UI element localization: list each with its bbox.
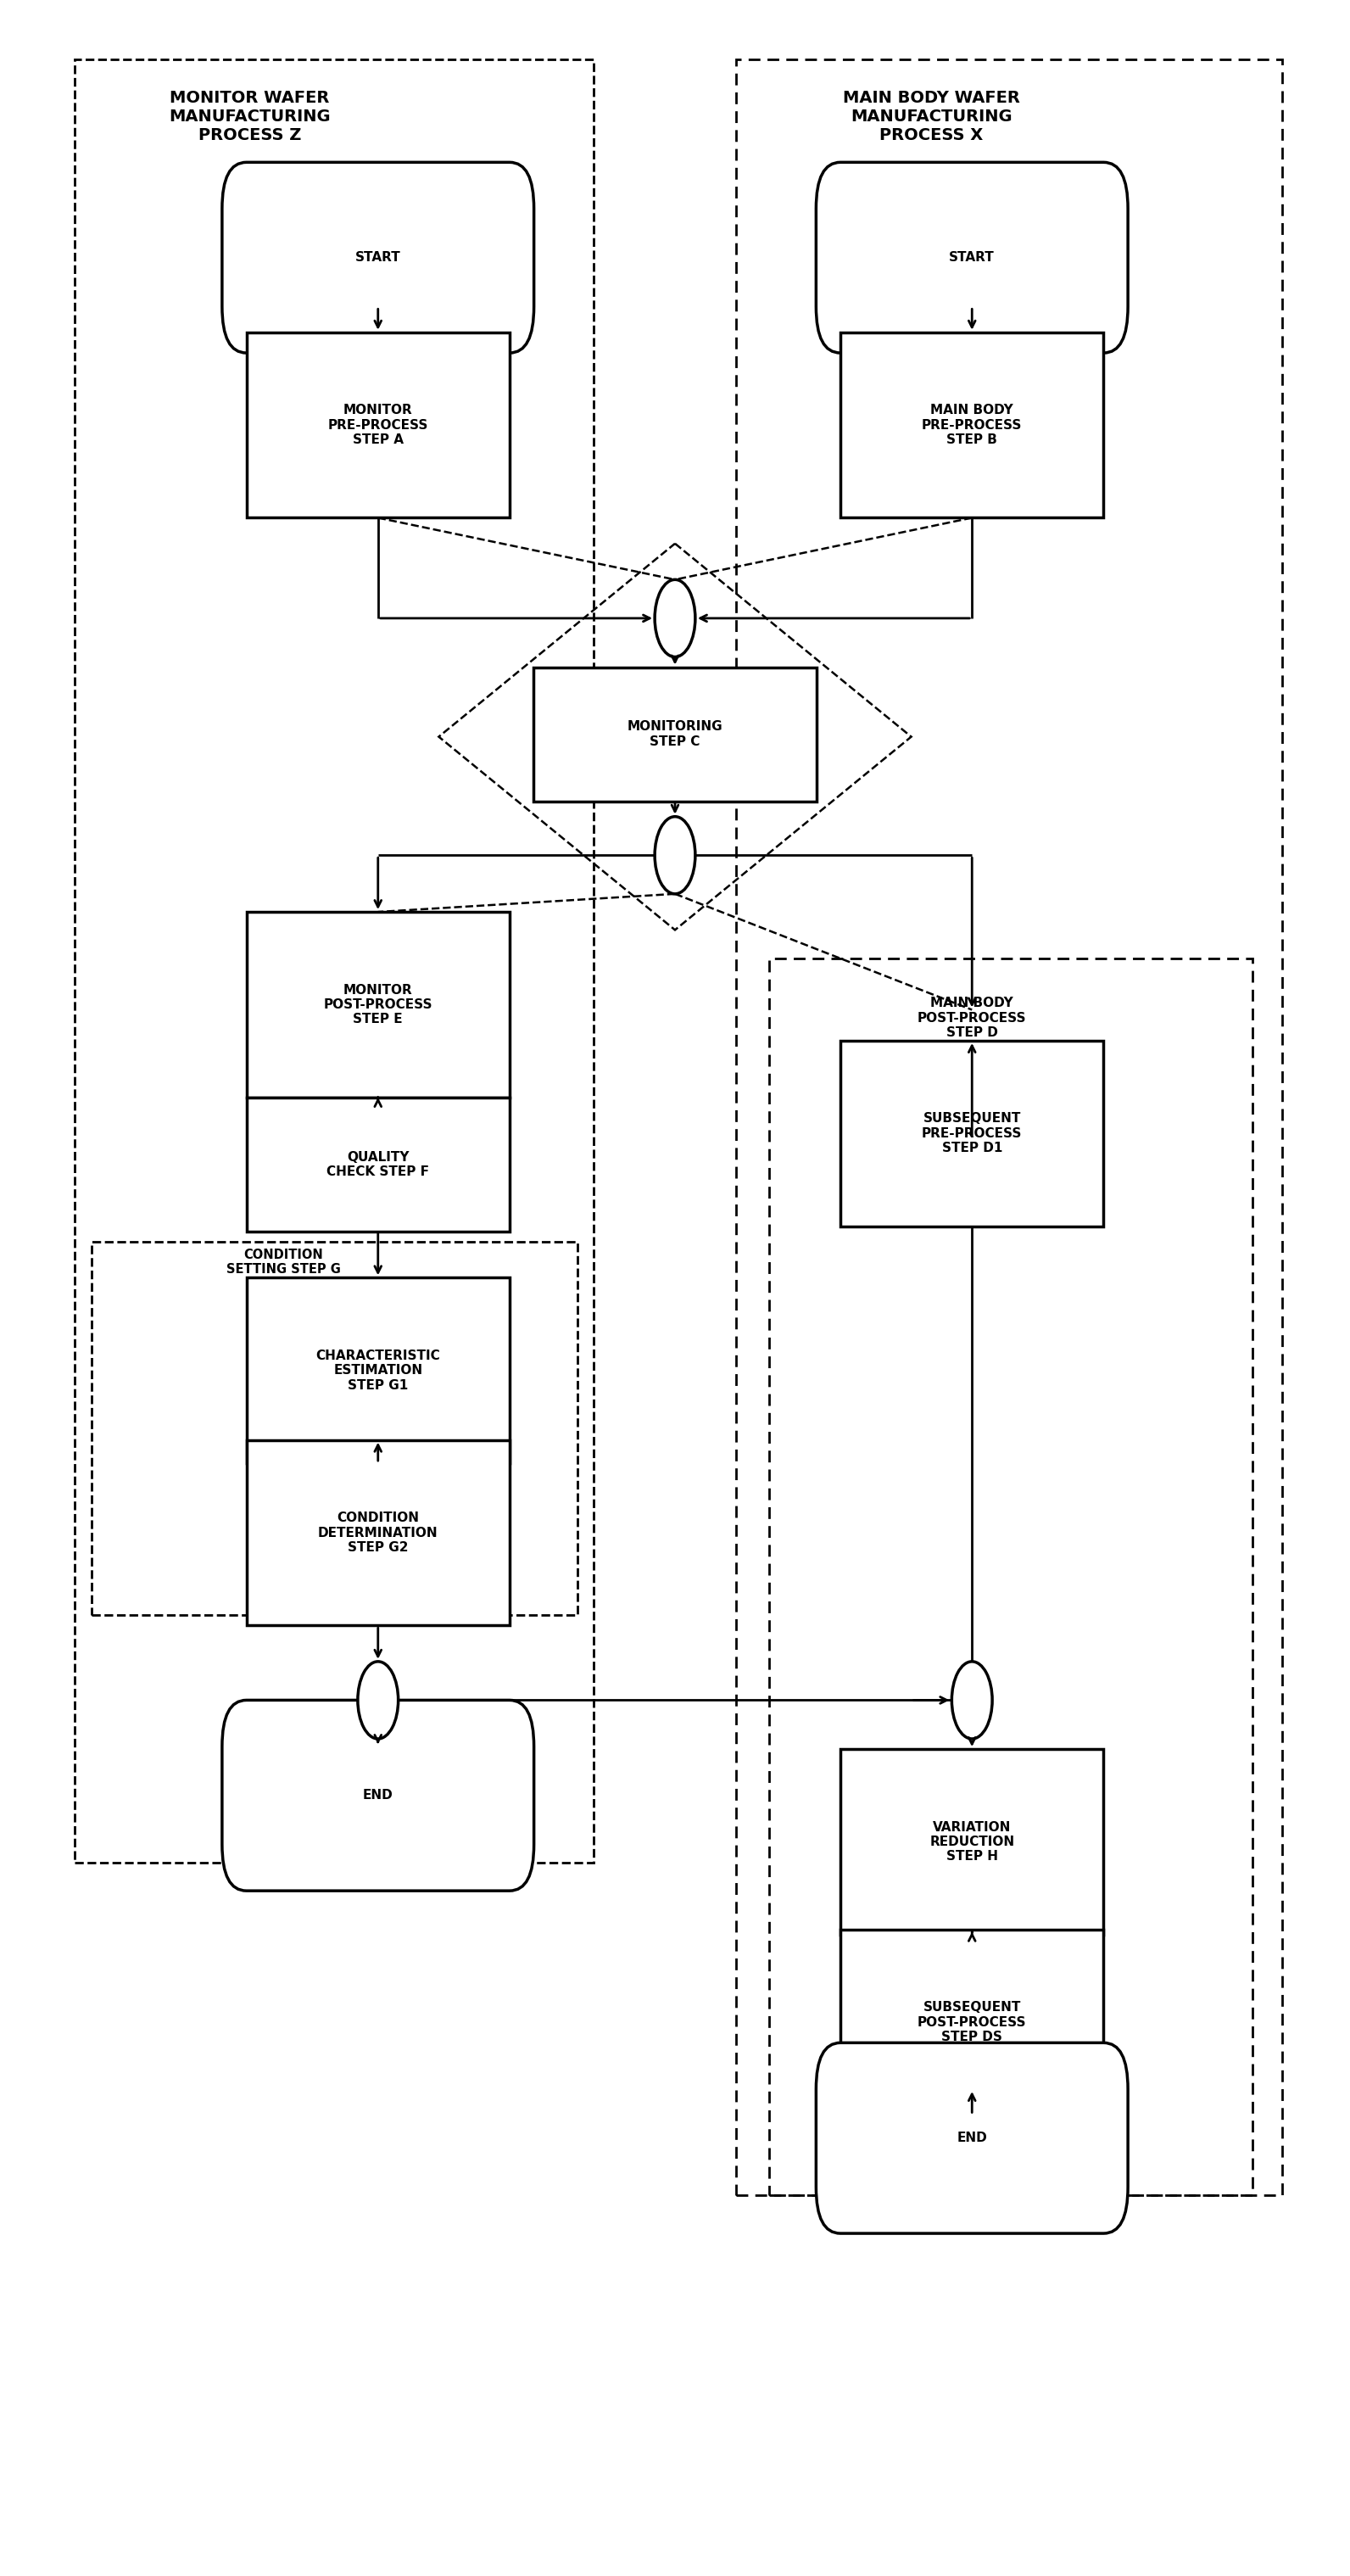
Text: VARIATION
REDUCTION
STEP H: VARIATION REDUCTION STEP H — [930, 1821, 1014, 1862]
Circle shape — [655, 580, 695, 657]
Text: CONDITION
SETTING STEP G: CONDITION SETTING STEP G — [227, 1249, 340, 1275]
Text: START: START — [355, 252, 401, 263]
Text: QUALITY
CHECK STEP F: QUALITY CHECK STEP F — [327, 1151, 429, 1177]
Bar — [533, 667, 817, 801]
Text: END: END — [363, 1790, 393, 1801]
Bar — [840, 332, 1103, 518]
Text: SUBSEQUENT
PRE-PROCESS
STEP D1: SUBSEQUENT PRE-PROCESS STEP D1 — [922, 1113, 1022, 1154]
Text: SUBSEQUENT
POST-PROCESS
STEP DS: SUBSEQUENT POST-PROCESS STEP DS — [918, 2002, 1026, 2043]
Bar — [840, 1929, 1103, 2115]
Bar — [840, 1041, 1103, 1226]
FancyBboxPatch shape — [223, 1700, 535, 1891]
Bar — [247, 332, 510, 518]
Bar — [736, 59, 1283, 2195]
Text: MAIN BODY
POST-PROCESS
STEP D: MAIN BODY POST-PROCESS STEP D — [918, 997, 1026, 1038]
FancyBboxPatch shape — [815, 2043, 1127, 2233]
Text: MAIN BODY
PRE-PROCESS
STEP B: MAIN BODY PRE-PROCESS STEP B — [922, 404, 1022, 446]
Bar — [247, 1278, 510, 1463]
Bar — [840, 1749, 1103, 1935]
FancyBboxPatch shape — [223, 162, 535, 353]
Bar — [770, 958, 1253, 2195]
Circle shape — [952, 1662, 992, 1739]
Bar — [247, 912, 510, 1097]
Text: START: START — [949, 252, 995, 263]
Text: MAIN BODY WAFER
MANUFACTURING
PROCESS X: MAIN BODY WAFER MANUFACTURING PROCESS X — [842, 90, 1021, 144]
Bar — [74, 59, 594, 1862]
Text: END: END — [957, 2133, 987, 2143]
Circle shape — [358, 1662, 398, 1739]
FancyBboxPatch shape — [815, 162, 1127, 353]
Bar — [92, 1242, 578, 1615]
Bar — [247, 1440, 510, 1625]
Text: MONITORING
STEP C: MONITORING STEP C — [628, 721, 722, 747]
Text: MONITOR
POST-PROCESS
STEP E: MONITOR POST-PROCESS STEP E — [324, 984, 432, 1025]
Circle shape — [655, 817, 695, 894]
Text: CHARACTERISTIC
ESTIMATION
STEP G1: CHARACTERISTIC ESTIMATION STEP G1 — [316, 1350, 440, 1391]
Bar — [247, 1097, 510, 1231]
Text: CONDITION
DETERMINATION
STEP G2: CONDITION DETERMINATION STEP G2 — [319, 1512, 437, 1553]
Text: MONITOR WAFER
MANUFACTURING
PROCESS Z: MONITOR WAFER MANUFACTURING PROCESS Z — [169, 90, 331, 144]
Text: MONITOR
PRE-PROCESS
STEP A: MONITOR PRE-PROCESS STEP A — [328, 404, 428, 446]
